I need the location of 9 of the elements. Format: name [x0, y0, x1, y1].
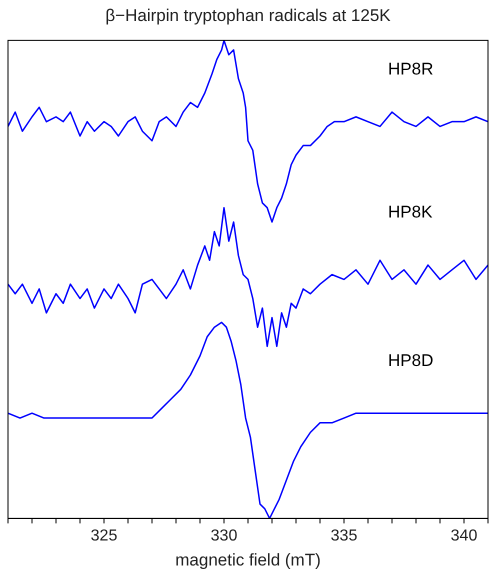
x-tick-label: 330	[210, 527, 238, 544]
text: HP8K	[388, 202, 434, 222]
series-label: HP8R	[388, 59, 434, 78]
x-axis-title: magnetic field (mT)	[175, 550, 321, 570]
x-tick-label: 340	[450, 527, 478, 544]
chart-title: β−Hairpin tryptophan radicals at 125K	[105, 6, 392, 25]
x-tick-label: 335	[330, 527, 358, 544]
x-tick-label: 325	[90, 527, 118, 544]
text: HP8D	[388, 350, 434, 370]
